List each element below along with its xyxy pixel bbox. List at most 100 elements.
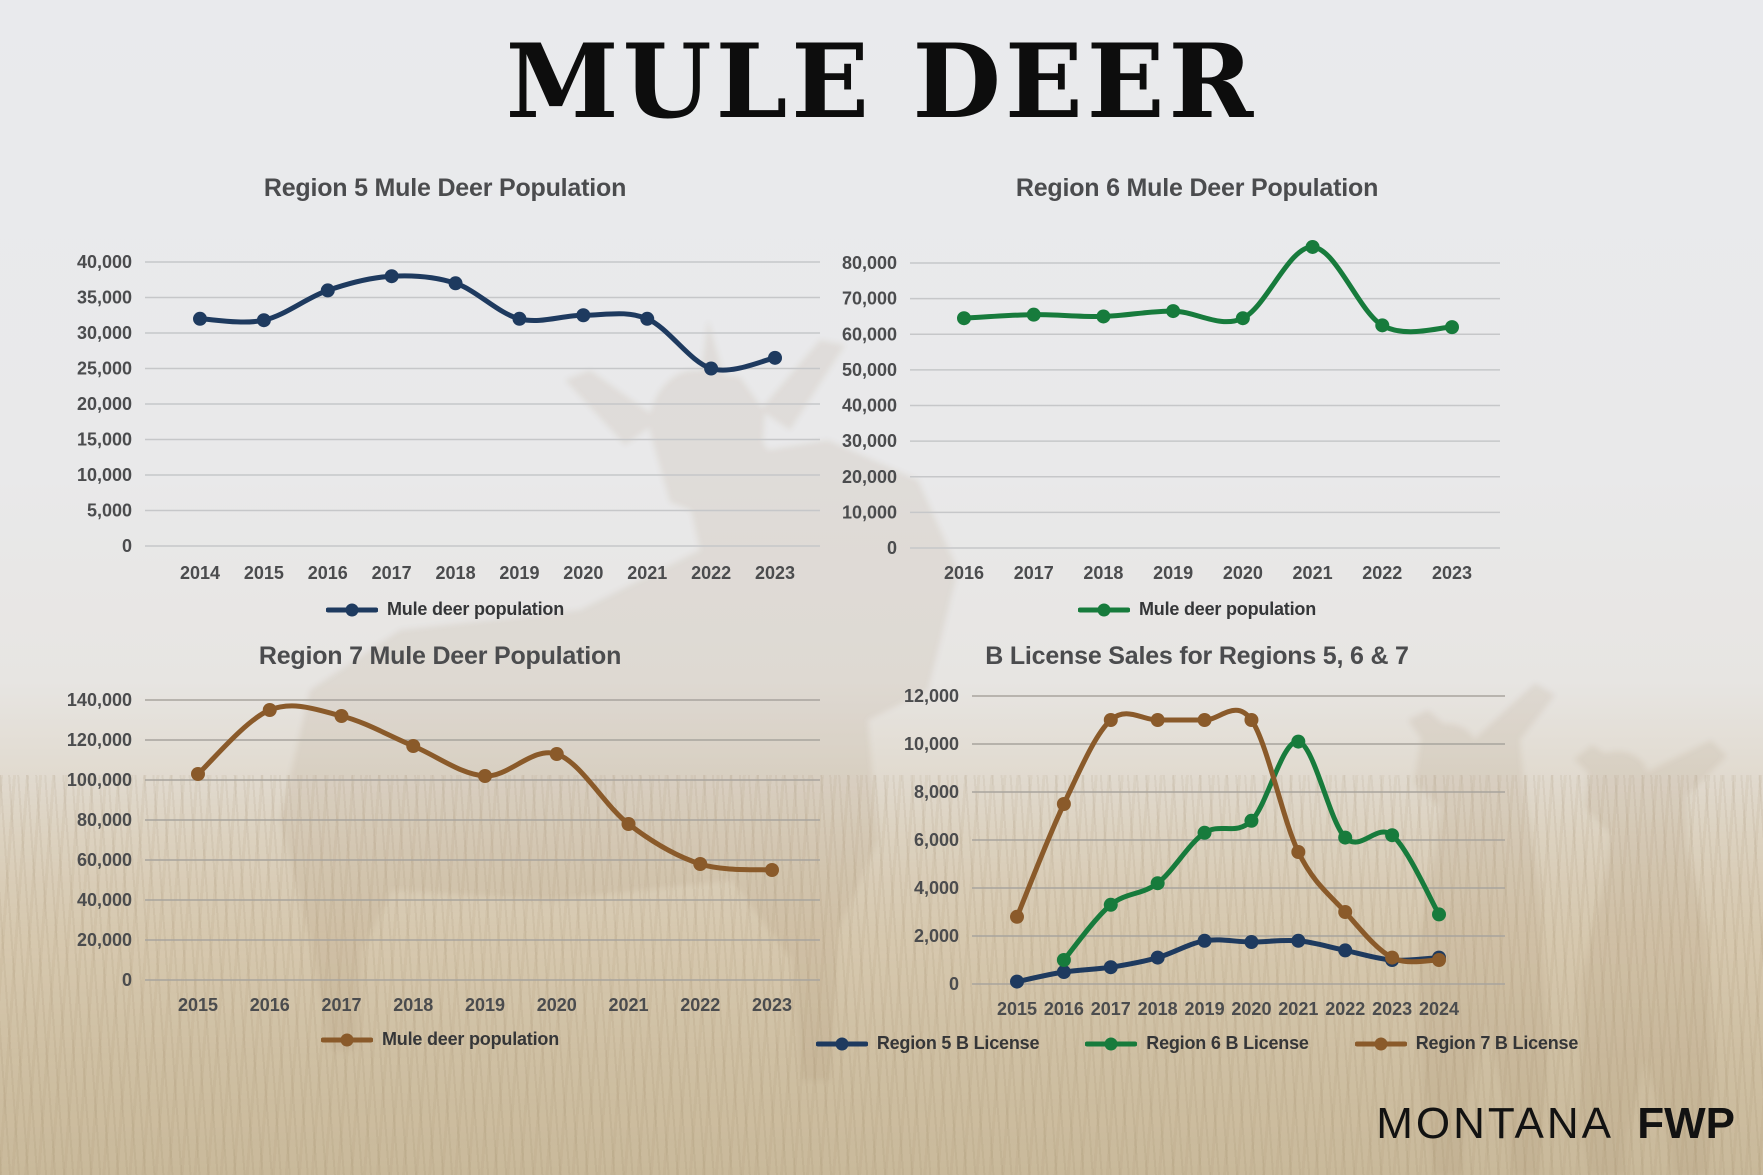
y-axis-tick-label: 70,000 (842, 289, 897, 309)
x-axis-tick-label: 2020 (537, 995, 577, 1015)
x-axis-tick-label: 2023 (755, 563, 795, 583)
legend-label: Mule deer population (1138, 599, 1316, 619)
data-point (193, 311, 207, 326)
data-point (191, 767, 205, 781)
data-point (1305, 239, 1320, 254)
data-point (1385, 828, 1400, 843)
chart-title: Region 5 Mule Deer Population (263, 174, 627, 202)
chart-legend: Mule deer population (812, 599, 1582, 620)
x-axis-tick-label: 2019 (1185, 999, 1225, 1019)
x-axis-tick-label: 2023 (752, 995, 792, 1015)
data-point (621, 817, 636, 831)
x-axis-tick-label: 2022 (1325, 999, 1365, 1019)
x-axis-tick-label: 2022 (680, 995, 720, 1015)
legend-line-marker-icon (325, 603, 378, 616)
data-point (1103, 897, 1118, 912)
y-axis-tick-label: 15,000 (77, 430, 132, 450)
y-axis-tick-label: 35,000 (77, 288, 132, 308)
data-point (262, 703, 277, 717)
page-title: MULE DEER (505, 22, 1258, 142)
chart-region5-population: Region 5 Mule Deer Population 0 5,000 10,00… (60, 166, 830, 620)
y-axis-tick-label: 40,000 (77, 890, 132, 910)
series-line (1061, 739, 1442, 963)
y-axis-tick-label: 20,000 (77, 394, 132, 414)
data-point (1244, 813, 1259, 828)
legend-item: Mule deer population (1077, 599, 1316, 620)
chart-plot: 0 5,000 10,000 15,000 20,000 25,000 30,000 35,0… (77, 252, 820, 583)
deer-silhouette-right-2 (1574, 740, 1727, 1175)
x-axis-tick-label: 2019 (1153, 563, 1193, 583)
y-axis-tick-label: 40,000 (842, 396, 897, 416)
x-axis-tick-label: 2023 (1372, 999, 1412, 1019)
x-axis-tick-label: 2022 (691, 563, 731, 583)
data-point (768, 350, 782, 365)
x-axis-tick-label: 2024 (1419, 999, 1459, 1019)
x-axis-tick-label: 2018 (393, 995, 433, 1015)
chart-title: B License Sales for Regions 5, 6 & 7 (985, 642, 1409, 670)
data-point (640, 311, 655, 326)
legend-item: Mule deer population (325, 599, 564, 620)
legend-item: Mule deer population (320, 1029, 559, 1050)
series-line (961, 244, 1455, 335)
legend-label: Mule deer population (381, 1029, 559, 1049)
chart-title: Region 7 Mule Deer Population (258, 642, 622, 670)
y-axis-tick-label: 8,000 (914, 782, 959, 802)
y-axis-tick-label: 4,000 (914, 878, 959, 898)
y-axis-tick-label: 60,000 (77, 850, 132, 870)
data-point (1291, 933, 1306, 948)
y-axis-tick-label: 50,000 (842, 360, 897, 380)
series-line (197, 273, 778, 373)
y-axis-tick-label: 6,000 (914, 830, 959, 850)
y-axis-tick-label: 140,000 (67, 690, 132, 710)
data-point (1010, 974, 1024, 989)
y-axis-tick-label: 0 (887, 538, 897, 558)
chart-legend: Mule deer population (60, 599, 830, 620)
legend-label: Region 6 B License (1146, 1033, 1309, 1053)
data-point (320, 283, 335, 298)
data-point (1150, 713, 1165, 727)
y-axis-tick-label: 20,000 (842, 467, 897, 487)
data-point (1291, 845, 1306, 859)
x-axis-tick-label: 2017 (321, 995, 361, 1015)
chart-region7-population: Region 7 Mule Deer Population 0 20,000 40,0… (50, 634, 830, 1050)
data-point (765, 863, 779, 877)
data-point (1056, 797, 1071, 811)
data-point (1338, 905, 1353, 919)
data-point (512, 311, 527, 326)
y-axis-tick-label: 0 (122, 536, 132, 556)
x-axis-tick-label: 2017 (1091, 999, 1131, 1019)
data-point (256, 313, 271, 328)
grass-photo-background (0, 775, 1763, 1175)
x-axis-tick-label: 2015 (997, 999, 1037, 1019)
y-axis-tick-label: 30,000 (842, 431, 897, 451)
y-axis-tick-label: 5,000 (87, 501, 132, 521)
data-point (1150, 950, 1165, 965)
series-line (1014, 707, 1442, 965)
data-point (549, 747, 564, 761)
chart-plot: 0 2,000 4,000 6,000 8,000 10,000 12,000 2015 201… (904, 686, 1505, 1019)
data-point (334, 709, 349, 723)
data-point (1338, 943, 1353, 958)
y-axis-tick-label: 0 (122, 970, 132, 990)
y-axis-tick-label: 25,000 (77, 359, 132, 379)
legend-line-marker-icon (1077, 603, 1130, 616)
data-point (1445, 320, 1459, 335)
x-axis-tick-label: 2023 (1432, 563, 1472, 583)
legend-line-marker-icon (320, 1033, 373, 1046)
brand-montana: MONTANA (1376, 1099, 1614, 1148)
y-axis-tick-label: 80,000 (77, 810, 132, 830)
data-point (576, 308, 591, 323)
x-axis-tick-label: 2022 (1362, 563, 1402, 583)
x-axis-tick-label: 2021 (608, 995, 648, 1015)
y-axis-tick-label: 10,000 (904, 734, 959, 754)
x-axis-tick-label: 2016 (1044, 999, 1084, 1019)
data-point (1375, 318, 1390, 333)
x-axis-tick-label: 2016 (308, 563, 348, 583)
legend-line-marker-icon (1085, 1037, 1138, 1050)
x-axis-tick-label: 2018 (1083, 563, 1123, 583)
y-axis-tick-label: 2,000 (914, 926, 959, 946)
data-point (1197, 713, 1212, 727)
data-point (1103, 713, 1118, 727)
x-axis-tick-label: 2019 (465, 995, 505, 1015)
